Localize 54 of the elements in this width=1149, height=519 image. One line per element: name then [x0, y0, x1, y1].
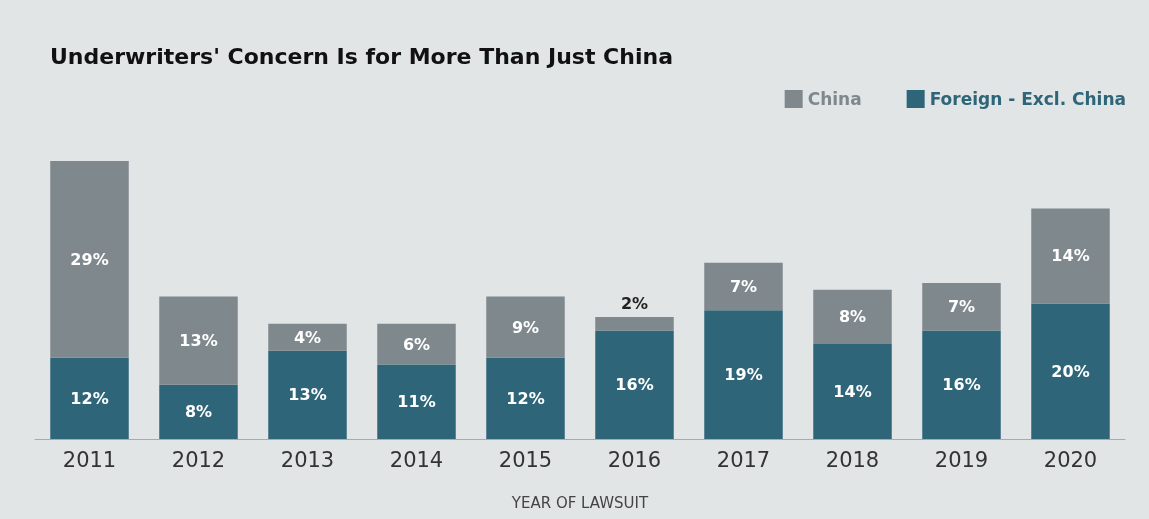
bar: [268, 323, 347, 351]
x-tick-label: 2011: [62, 447, 117, 472]
data-label: 19%: [724, 365, 763, 385]
data-label: 2%: [620, 294, 649, 314]
data-label: 6%: [402, 334, 431, 354]
data-label: 13%: [179, 331, 218, 351]
data-label: 12%: [70, 388, 109, 408]
bar: [813, 344, 892, 439]
data-label: 11%: [397, 392, 436, 412]
x-tick-label: 2018: [825, 447, 880, 472]
data-label: 14%: [1051, 246, 1090, 266]
data-label: 9%: [511, 317, 540, 337]
x-tick-label: 2020: [1043, 447, 1098, 472]
data-label: 14%: [833, 382, 872, 402]
bar: [1031, 208, 1110, 304]
data-label: 16%: [942, 375, 981, 395]
x-tick-label: 2016: [607, 447, 662, 472]
x-tick-label: 2014: [389, 447, 444, 472]
bar: [50, 357, 129, 439]
bar: [595, 330, 674, 439]
data-label: 7%: [729, 276, 758, 296]
legend-label: Foreign - Excl. China: [929, 89, 1127, 109]
bar: [159, 384, 238, 439]
data-label: 8%: [838, 307, 867, 327]
chart-title: Underwriters' Concern Is for More Than Just China: [50, 43, 673, 69]
data-label: 16%: [615, 375, 654, 395]
bar: [1031, 303, 1110, 439]
data-label: 4%: [293, 327, 322, 347]
x-tick-label: 2019: [934, 447, 989, 472]
bar: [922, 330, 1001, 439]
data-label: 29%: [70, 249, 109, 269]
bar: [704, 310, 783, 439]
data-label: 8%: [184, 402, 213, 422]
x-tick-label: 2012: [171, 447, 226, 472]
bar: [486, 296, 565, 358]
bar: [595, 316, 674, 331]
x-tick-label: 2015: [498, 447, 553, 472]
legend-label: China: [807, 89, 862, 109]
bar: [50, 161, 129, 358]
bar: [268, 350, 347, 439]
bar: [159, 296, 238, 385]
bar: [486, 357, 565, 439]
data-label: 12%: [506, 388, 545, 408]
bar: [377, 323, 456, 365]
bar: [922, 283, 1001, 331]
data-label: 13%: [288, 385, 327, 405]
bar: [377, 364, 456, 439]
data-label: 20%: [1051, 361, 1090, 381]
data-label: 7%: [947, 297, 976, 317]
x-tick-label: 2017: [716, 447, 771, 472]
bar: [813, 289, 892, 345]
bar: [704, 262, 783, 311]
x-tick-label: 2013: [280, 447, 335, 472]
x-axis-title: YEAR OF LAWSUIT: [510, 493, 650, 512]
